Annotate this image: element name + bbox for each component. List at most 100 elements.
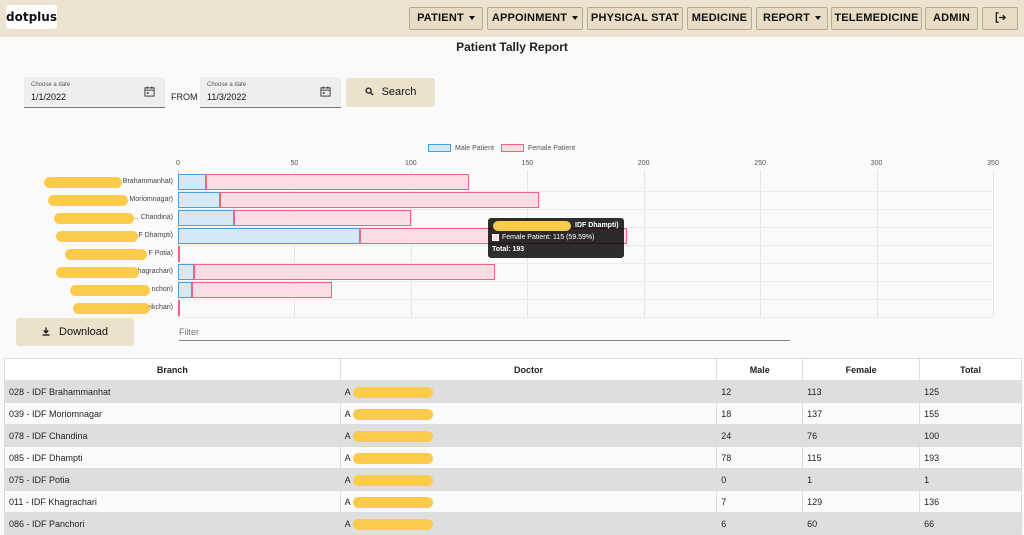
top-navigation-bar: dotplus PATIENT APPOINMENT PHYSICAL STAT…: [0, 0, 1024, 37]
male-cell: 78: [716, 446, 804, 469]
y-tick-label: A… hagrachari): [123, 268, 173, 275]
bar-female[interactable]: [191, 282, 332, 298]
end-date-field[interactable]: Choose a date 11/3/2022: [200, 77, 341, 108]
branch-cell-text: 039 - IDF Moriomnagar: [9, 408, 103, 419]
x-tick-label: 150: [521, 160, 534, 167]
redacted-doctor-name: [54, 213, 134, 224]
bar-female[interactable]: [233, 210, 411, 226]
bar-female[interactable]: [178, 300, 181, 316]
start-date-field[interactable]: Choose a date 1/1/2022: [24, 77, 165, 108]
nav-physical-stat[interactable]: PHYSICAL STAT: [587, 7, 683, 30]
table-row[interactable]: 086 - IDF Panchori A 6 60 66: [4, 512, 1022, 535]
nav-label: APPOINMENT: [491, 12, 568, 24]
filter-field[interactable]: [179, 322, 790, 341]
doctor-cell: A: [339, 380, 718, 403]
male-cell-text: 7: [721, 496, 727, 507]
doctor-cell: A: [339, 512, 718, 535]
table-row[interactable]: 039 - IDF Moriomnagar A 18 137 155: [4, 402, 1022, 425]
col-total-header[interactable]: Total: [919, 358, 1022, 381]
total-cell-text: 136: [924, 496, 940, 507]
tooltip-line: Female Patient: 115 (59.59%): [502, 234, 595, 241]
chart-tooltip: IDF Dhampti) Female Patient: 115 (59.59%…: [488, 218, 624, 258]
male-cell: 12: [716, 380, 804, 403]
chart-gridline-horizontal: [178, 263, 993, 264]
y-tick-label: Ab… nikchari): [129, 304, 173, 311]
y-tick-label: Ab… Chandina): [123, 214, 173, 221]
chart-gridline-vertical: [643, 170, 645, 317]
branch-cell: 011 - IDF Khagrachari: [4, 490, 341, 513]
male-cell: 7: [716, 490, 804, 513]
male-cell-text: 18: [721, 408, 732, 419]
filter-input[interactable]: [179, 327, 790, 337]
table-row[interactable]: 028 - IDF Brahammanhat A 12 113 125: [4, 380, 1022, 403]
female-cell: 60: [802, 512, 921, 535]
nav-medicine[interactable]: MEDICINE: [687, 7, 752, 30]
table-row[interactable]: 078 - IDF Chandina A 24 76 100: [4, 424, 1022, 447]
bar-male[interactable]: [178, 228, 360, 244]
bar-female[interactable]: [205, 174, 470, 190]
redacted-doctor-name: [352, 519, 433, 530]
legend-swatch: [501, 144, 524, 153]
redacted-doctor-name: [70, 285, 150, 296]
branch-cell-text: 028 - IDF Brahammanhat: [9, 386, 111, 397]
x-tick-label: 250: [754, 160, 766, 167]
nav-patient[interactable]: PATIENT: [409, 7, 483, 30]
legend-swatch: [428, 144, 451, 153]
bar-female[interactable]: [178, 246, 181, 262]
bar-male[interactable]: [178, 264, 195, 280]
doctor-cell-text: A: [344, 386, 351, 397]
doctor-cell-text: A: [344, 452, 351, 463]
female-cell-text: 1: [807, 474, 813, 485]
nav-appoinment[interactable]: APPOINMENT: [487, 7, 583, 30]
x-tick-label: 200: [637, 160, 650, 167]
nav-label: ADMIN: [932, 12, 971, 24]
redacted-doctor-name: [352, 475, 433, 486]
download-label: Download: [59, 326, 108, 338]
table-row[interactable]: 085 - IDF Dhampti A 78 115 193: [4, 446, 1022, 469]
tooltip-swatch: [492, 234, 499, 241]
bar-male[interactable]: [178, 210, 234, 226]
redacted-doctor-name: [56, 267, 139, 278]
table-row[interactable]: 011 - IDF Khagrachari A 7 129 136: [4, 490, 1022, 513]
male-cell: 24: [716, 424, 804, 447]
calendar-icon[interactable]: [144, 86, 155, 97]
y-tick-label: Al… F Dhampti): [123, 232, 173, 239]
search-button[interactable]: Search: [346, 78, 435, 107]
nav-telemedicine[interactable]: TELEMEDICINE: [831, 7, 922, 30]
col-branch-header[interactable]: Branch: [4, 358, 341, 381]
bar-male[interactable]: [178, 282, 192, 298]
branch-cell: 085 - IDF Dhampti: [4, 446, 341, 469]
female-cell: 129: [802, 490, 921, 513]
nav-label: TELEMEDICINE: [834, 12, 919, 24]
chevron-down-icon: [815, 16, 822, 21]
x-tick-label: 350: [987, 160, 999, 167]
male-cell-text: 12: [721, 386, 732, 397]
branch-cell-text: 086 - IDF Panchori: [9, 518, 85, 529]
logout-button[interactable]: [982, 7, 1018, 30]
total-cell: 100: [919, 424, 1022, 447]
bar-female[interactable]: [194, 264, 495, 280]
col-doctor-header[interactable]: Doctor: [339, 358, 718, 381]
app-logo[interactable]: dotplus: [6, 5, 57, 29]
calendar-icon[interactable]: [320, 86, 331, 97]
bar-male[interactable]: [178, 174, 206, 190]
bar-male[interactable]: [178, 192, 220, 208]
nav-admin[interactable]: ADMIN: [925, 7, 978, 30]
search-icon: [365, 87, 374, 96]
chart-gridline-vertical: [876, 170, 878, 317]
download-button[interactable]: Download: [16, 318, 134, 346]
table-row[interactable]: 075 - IDF Potia A 0 1 1: [4, 468, 1022, 491]
col-male-header[interactable]: Male: [716, 358, 804, 381]
male-cell: 6: [716, 512, 804, 535]
nav-report[interactable]: REPORT: [756, 7, 828, 30]
bar-female[interactable]: [219, 192, 539, 208]
female-cell: 113: [802, 380, 921, 403]
legend-male[interactable]: Male Patient: [428, 144, 494, 153]
logout-icon: [995, 11, 1006, 23]
legend-female[interactable]: Female Patient: [501, 144, 575, 153]
col-female-header[interactable]: Female: [802, 358, 921, 381]
branch-cell: 028 - IDF Brahammanhat: [4, 380, 341, 403]
female-cell: 1: [802, 468, 921, 491]
branch-cell: 039 - IDF Moriomnagar: [4, 402, 341, 425]
chart-gridline-horizontal: [178, 191, 993, 192]
